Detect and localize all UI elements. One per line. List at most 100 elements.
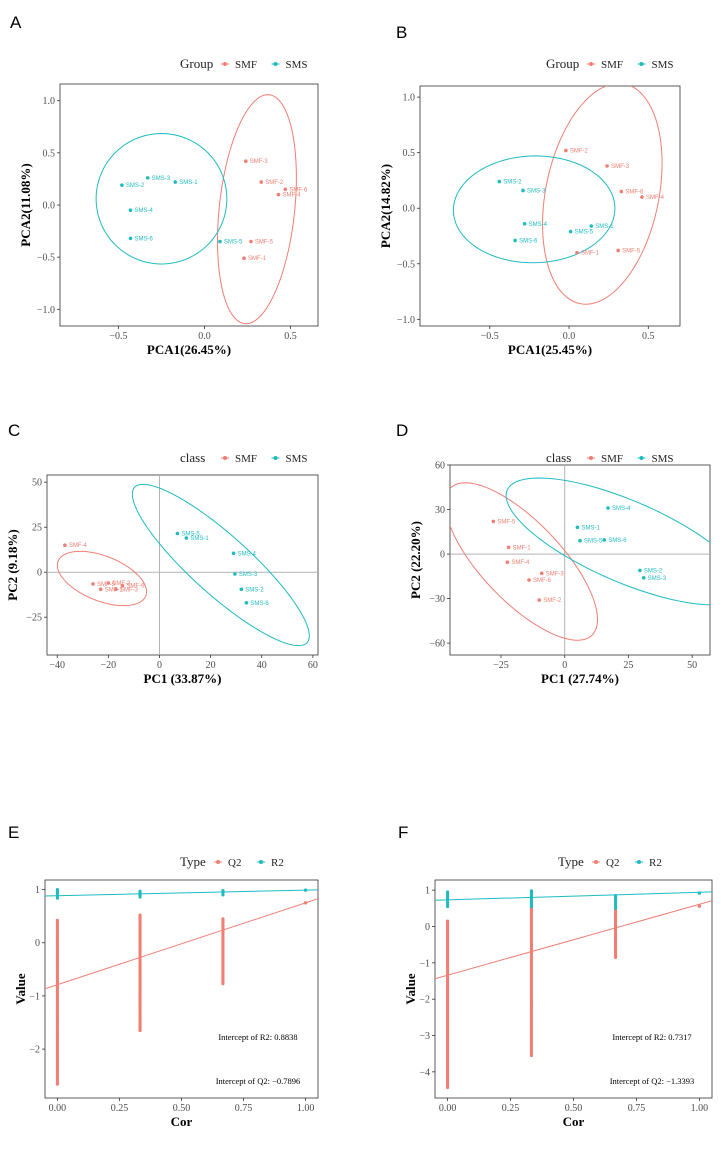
permutation-point-q2 <box>697 904 702 908</box>
data-point <box>605 164 609 168</box>
panel-a: A Group SMF SMS −0.5 0.0 0.5 −1.0 −0.5 0.0 0.5 1.0 P… <box>10 13 319 357</box>
data-point <box>276 192 281 197</box>
data-point <box>640 195 644 199</box>
x-tick-label: 0.50 <box>565 1103 583 1114</box>
data-point <box>537 598 542 602</box>
x-tick-label: 50 <box>687 660 697 671</box>
y-axis-title: PCA2(11.08%) <box>18 163 33 246</box>
y-tick-label: 0 <box>35 938 40 949</box>
legend-key-dot <box>259 860 263 864</box>
legend: Group SMF SMS <box>180 56 308 71</box>
data-point-label: SMS-4 <box>529 222 548 228</box>
x-axis-title: Cor <box>563 1114 585 1129</box>
legend: Type Q2 R2 <box>558 854 662 869</box>
legend-title: Group <box>546 56 579 71</box>
data-point <box>638 568 642 573</box>
data-point-label: SMF-3 <box>546 571 565 577</box>
legend-entry: Q2 <box>606 857 619 869</box>
data-point <box>173 180 178 184</box>
x-tick-label: 1.00 <box>691 1103 709 1114</box>
data-point-label: SMS-6 <box>250 601 269 607</box>
panel-letter: C <box>8 421 20 440</box>
panel-letter: F <box>398 823 408 842</box>
legend: Type Q2 R2 <box>180 854 284 869</box>
x-tick-label: 0.0 <box>198 331 211 342</box>
x-tick-label: 0.25 <box>502 1103 520 1114</box>
data-point <box>521 188 525 193</box>
data-point-label: SMS-6 <box>519 238 538 244</box>
legend-key-dot <box>637 860 641 864</box>
confidence-ellipse-smf <box>450 482 599 641</box>
y-tick-label: 0 <box>37 568 42 579</box>
data-point-label: SMS-2 <box>644 568 663 574</box>
legend-key-dot <box>273 456 278 460</box>
plot-area <box>45 887 318 1086</box>
data-point-label: SMF-4 <box>69 543 88 549</box>
data-point-label: SMS-4 <box>238 551 257 557</box>
confidence-ellipse-smf <box>56 550 148 607</box>
y-tick-label: −0.5 <box>37 253 55 264</box>
data-point-label: SMF-5 <box>255 240 274 246</box>
y-tick-label: −1 <box>29 991 40 1002</box>
data-point <box>128 236 133 241</box>
x-tick-label: 0.5 <box>284 331 297 342</box>
y-tick-label: −25 <box>26 613 42 624</box>
x-axis-title: PC1 (27.74%) <box>541 671 619 686</box>
data-point-label: SMS-2 <box>503 180 522 186</box>
data-point-label: SMS-5 <box>584 539 603 545</box>
y-tick-label: 25 <box>32 523 42 534</box>
x-tick-label: −0.5 <box>481 331 499 342</box>
plot-frame <box>419 85 681 327</box>
data-point <box>491 519 496 524</box>
data-point <box>497 179 502 184</box>
data-point-label: SMS-1 <box>179 180 198 186</box>
data-point-label: SMF-3 <box>611 164 630 170</box>
x-axis-title: PC1 (33.87%) <box>144 671 222 686</box>
data-point-label: SMS-1 <box>581 525 600 531</box>
data-point-label: SMF-4 <box>282 193 301 199</box>
y-tick-label: 0.5 <box>43 148 56 159</box>
y-tick-label: 50 <box>32 478 42 489</box>
data-point <box>527 578 531 582</box>
plot-frame <box>59 83 319 327</box>
x-tick-label: 0.0 <box>563 331 576 342</box>
data-point-label: SMS-4 <box>135 208 154 214</box>
data-point-label: SMS-1 <box>595 224 614 230</box>
panel-letter: E <box>8 823 19 842</box>
data-point-label: SMF-6 <box>289 187 308 193</box>
x-tick-label: −40 <box>49 660 65 671</box>
y-axis-title: Value <box>403 973 418 1005</box>
legend-entry: SMS <box>286 453 308 465</box>
data-point-label: SMF-1 <box>581 251 600 257</box>
x-tick-label: 0 <box>157 660 162 671</box>
y-axis-title: PC2 (9.18%) <box>5 529 20 601</box>
x-tick-label: 0 <box>562 660 567 671</box>
legend-title: Type <box>180 854 206 869</box>
legend-entry: SMS <box>652 453 674 465</box>
permutation-point-r2 <box>697 891 702 895</box>
legend-entry: R2 <box>649 857 662 869</box>
legend-key-dot <box>639 456 644 460</box>
data-point <box>231 551 236 556</box>
data-point <box>106 581 111 585</box>
data-point <box>564 148 568 153</box>
data-point <box>568 229 573 234</box>
x-tick-label: −20 <box>101 660 117 671</box>
panel-e: E Type Q2 R2 0.00 0.25 0.50 0.75 1.00 −2 −1 0 1 Cor Va… <box>8 823 319 1129</box>
data-point <box>513 238 517 243</box>
legend-key-dot <box>639 62 644 66</box>
panel-letter: D <box>396 421 408 440</box>
data-point-label: SMS-3 <box>648 576 667 582</box>
data-point-label: SMS-6 <box>608 538 627 544</box>
data-point-label: SMF-5 <box>497 519 516 525</box>
panel-f: F Type Q2 R2 0.00 0.25 0.50 0.75 1.00 −4 −3 −2 −1 0 1 C… <box>398 823 713 1129</box>
y-axis-title: PC2 (22.20%) <box>408 521 423 599</box>
y-axis-title: PCA2(14.82%) <box>378 164 393 248</box>
plot-frame <box>449 464 711 656</box>
data-point-label: SMF-2 <box>265 180 284 186</box>
legend-entry: SMF <box>601 59 623 71</box>
regression-line-q2 <box>435 900 712 980</box>
x-tick-label: −0.5 <box>109 331 127 342</box>
